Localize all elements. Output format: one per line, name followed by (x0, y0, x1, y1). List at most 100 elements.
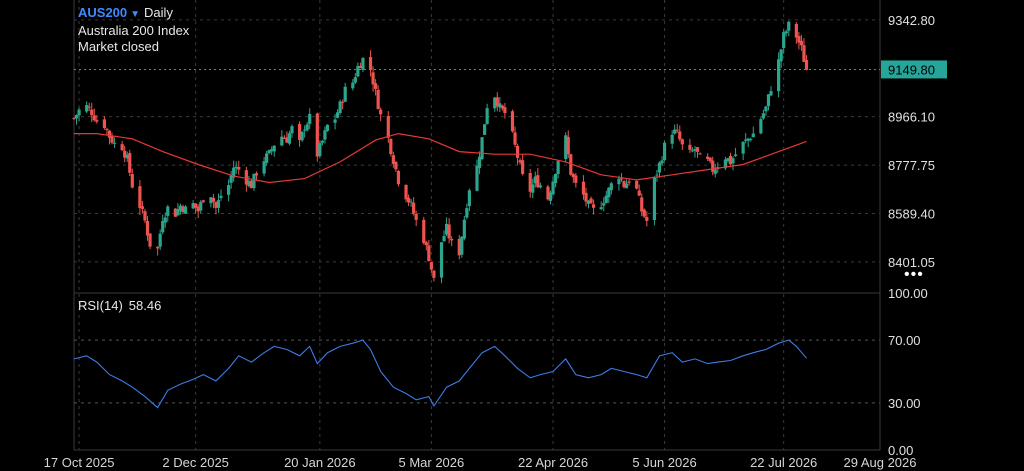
candle-down[interactable] (678, 131, 682, 140)
candle-down[interactable] (194, 203, 198, 208)
candle-up[interactable] (759, 119, 763, 134)
candle-up[interactable] (485, 108, 489, 124)
symbol-label[interactable]: AUS200 (78, 5, 128, 20)
candle-down[interactable] (376, 89, 380, 110)
candle-down[interactable] (680, 139, 684, 145)
candle-up[interactable] (247, 180, 251, 187)
candle-up[interactable] (690, 150, 695, 152)
candle-up[interactable] (693, 149, 697, 151)
candle-down[interactable] (589, 198, 593, 204)
candle-down[interactable] (802, 45, 806, 62)
candle-down[interactable] (285, 137, 289, 143)
candle-up[interactable] (270, 149, 274, 152)
candle-down[interactable] (87, 106, 91, 108)
candle-down[interactable] (619, 178, 624, 180)
candle-up[interactable] (761, 113, 766, 119)
candle-up[interactable] (333, 119, 337, 123)
candle-up[interactable] (265, 153, 269, 163)
candle-up[interactable] (409, 201, 413, 203)
candle-up[interactable] (300, 131, 304, 141)
candle-up[interactable] (158, 233, 162, 247)
candle-down[interactable] (457, 239, 461, 256)
candle-down[interactable] (249, 180, 254, 189)
candle-up[interactable] (183, 206, 188, 214)
candle-up[interactable] (262, 161, 266, 174)
candle-down[interactable] (622, 181, 626, 188)
candle-up[interactable] (353, 77, 357, 83)
candle-up[interactable] (335, 112, 340, 118)
candle-up[interactable] (607, 187, 611, 198)
candle-down[interactable] (341, 102, 345, 104)
candle-up[interactable] (784, 31, 788, 34)
candle-up[interactable] (744, 139, 748, 141)
candle-up[interactable] (267, 150, 271, 154)
candle-down[interactable] (447, 224, 451, 239)
candle-up[interactable] (617, 178, 621, 185)
candle-down[interactable] (510, 111, 515, 132)
candle-up[interactable] (232, 167, 236, 178)
candle-down[interactable] (389, 138, 393, 155)
candle-down[interactable] (698, 153, 702, 155)
candle-up[interactable] (586, 200, 591, 204)
candle-down[interactable] (574, 175, 578, 183)
candle-up[interactable] (480, 137, 484, 159)
candle-down[interactable] (640, 197, 644, 212)
candle-down[interactable] (143, 211, 147, 221)
candle-down[interactable] (429, 262, 433, 270)
candle-up[interactable] (655, 174, 659, 176)
candle-down[interactable] (794, 24, 798, 38)
candle-down[interactable] (201, 200, 205, 203)
candle-up[interactable] (475, 165, 479, 191)
candle-up[interactable] (272, 145, 276, 152)
candle-up[interactable] (779, 49, 783, 62)
candle-up[interactable] (777, 59, 781, 92)
candle-down[interactable] (138, 186, 142, 208)
candle-up[interactable] (533, 176, 537, 184)
candle-down[interactable] (546, 186, 550, 200)
candle-down[interactable] (156, 246, 160, 249)
candle-down[interactable] (591, 204, 596, 208)
candle-up[interactable] (465, 208, 469, 218)
moving-average-line[interactable] (74, 132, 807, 184)
candle-up[interactable] (305, 124, 309, 131)
candle-up[interactable] (209, 197, 213, 204)
candle-up[interactable] (493, 97, 497, 109)
candle-up[interactable] (112, 142, 117, 144)
candle-down[interactable] (358, 65, 363, 69)
candle-down[interactable] (528, 173, 532, 192)
candle-down[interactable] (211, 197, 216, 202)
candle-down[interactable] (513, 132, 517, 145)
candle-up[interactable] (766, 94, 771, 107)
candle-down[interactable] (424, 242, 428, 246)
candle-down[interactable] (503, 107, 507, 114)
candle-down[interactable] (105, 128, 109, 130)
candle-down[interactable] (130, 174, 134, 188)
rsi-line[interactable] (73, 339, 807, 409)
candle-up[interactable] (764, 106, 768, 112)
candle-up[interactable] (498, 103, 502, 108)
candle-down[interactable] (432, 270, 436, 278)
candle-down[interactable] (173, 208, 177, 217)
candle-up[interactable] (731, 158, 735, 164)
candle-up[interactable] (670, 134, 674, 144)
candle-up[interactable] (551, 181, 555, 195)
candle-down[interactable] (675, 129, 679, 131)
candle-up[interactable] (624, 183, 629, 189)
candle-down[interactable] (374, 83, 378, 89)
candle-up[interactable] (599, 207, 603, 210)
candle-down[interactable] (90, 109, 94, 116)
candle-up[interactable] (356, 65, 360, 77)
candle-down[interactable] (450, 238, 454, 241)
candle-up[interactable] (320, 140, 324, 143)
candle-down[interactable] (315, 113, 319, 157)
candle-down[interactable] (706, 156, 710, 159)
candle-down[interactable] (804, 59, 809, 70)
candle-down[interactable] (254, 173, 259, 176)
candle-down[interactable] (244, 170, 248, 185)
candle-up[interactable] (323, 130, 327, 140)
candle-up[interactable] (467, 190, 471, 207)
candle-up[interactable] (660, 160, 664, 164)
candle-down[interactable] (422, 219, 426, 244)
candle-down[interactable] (566, 136, 570, 155)
candle-up[interactable] (460, 236, 464, 255)
